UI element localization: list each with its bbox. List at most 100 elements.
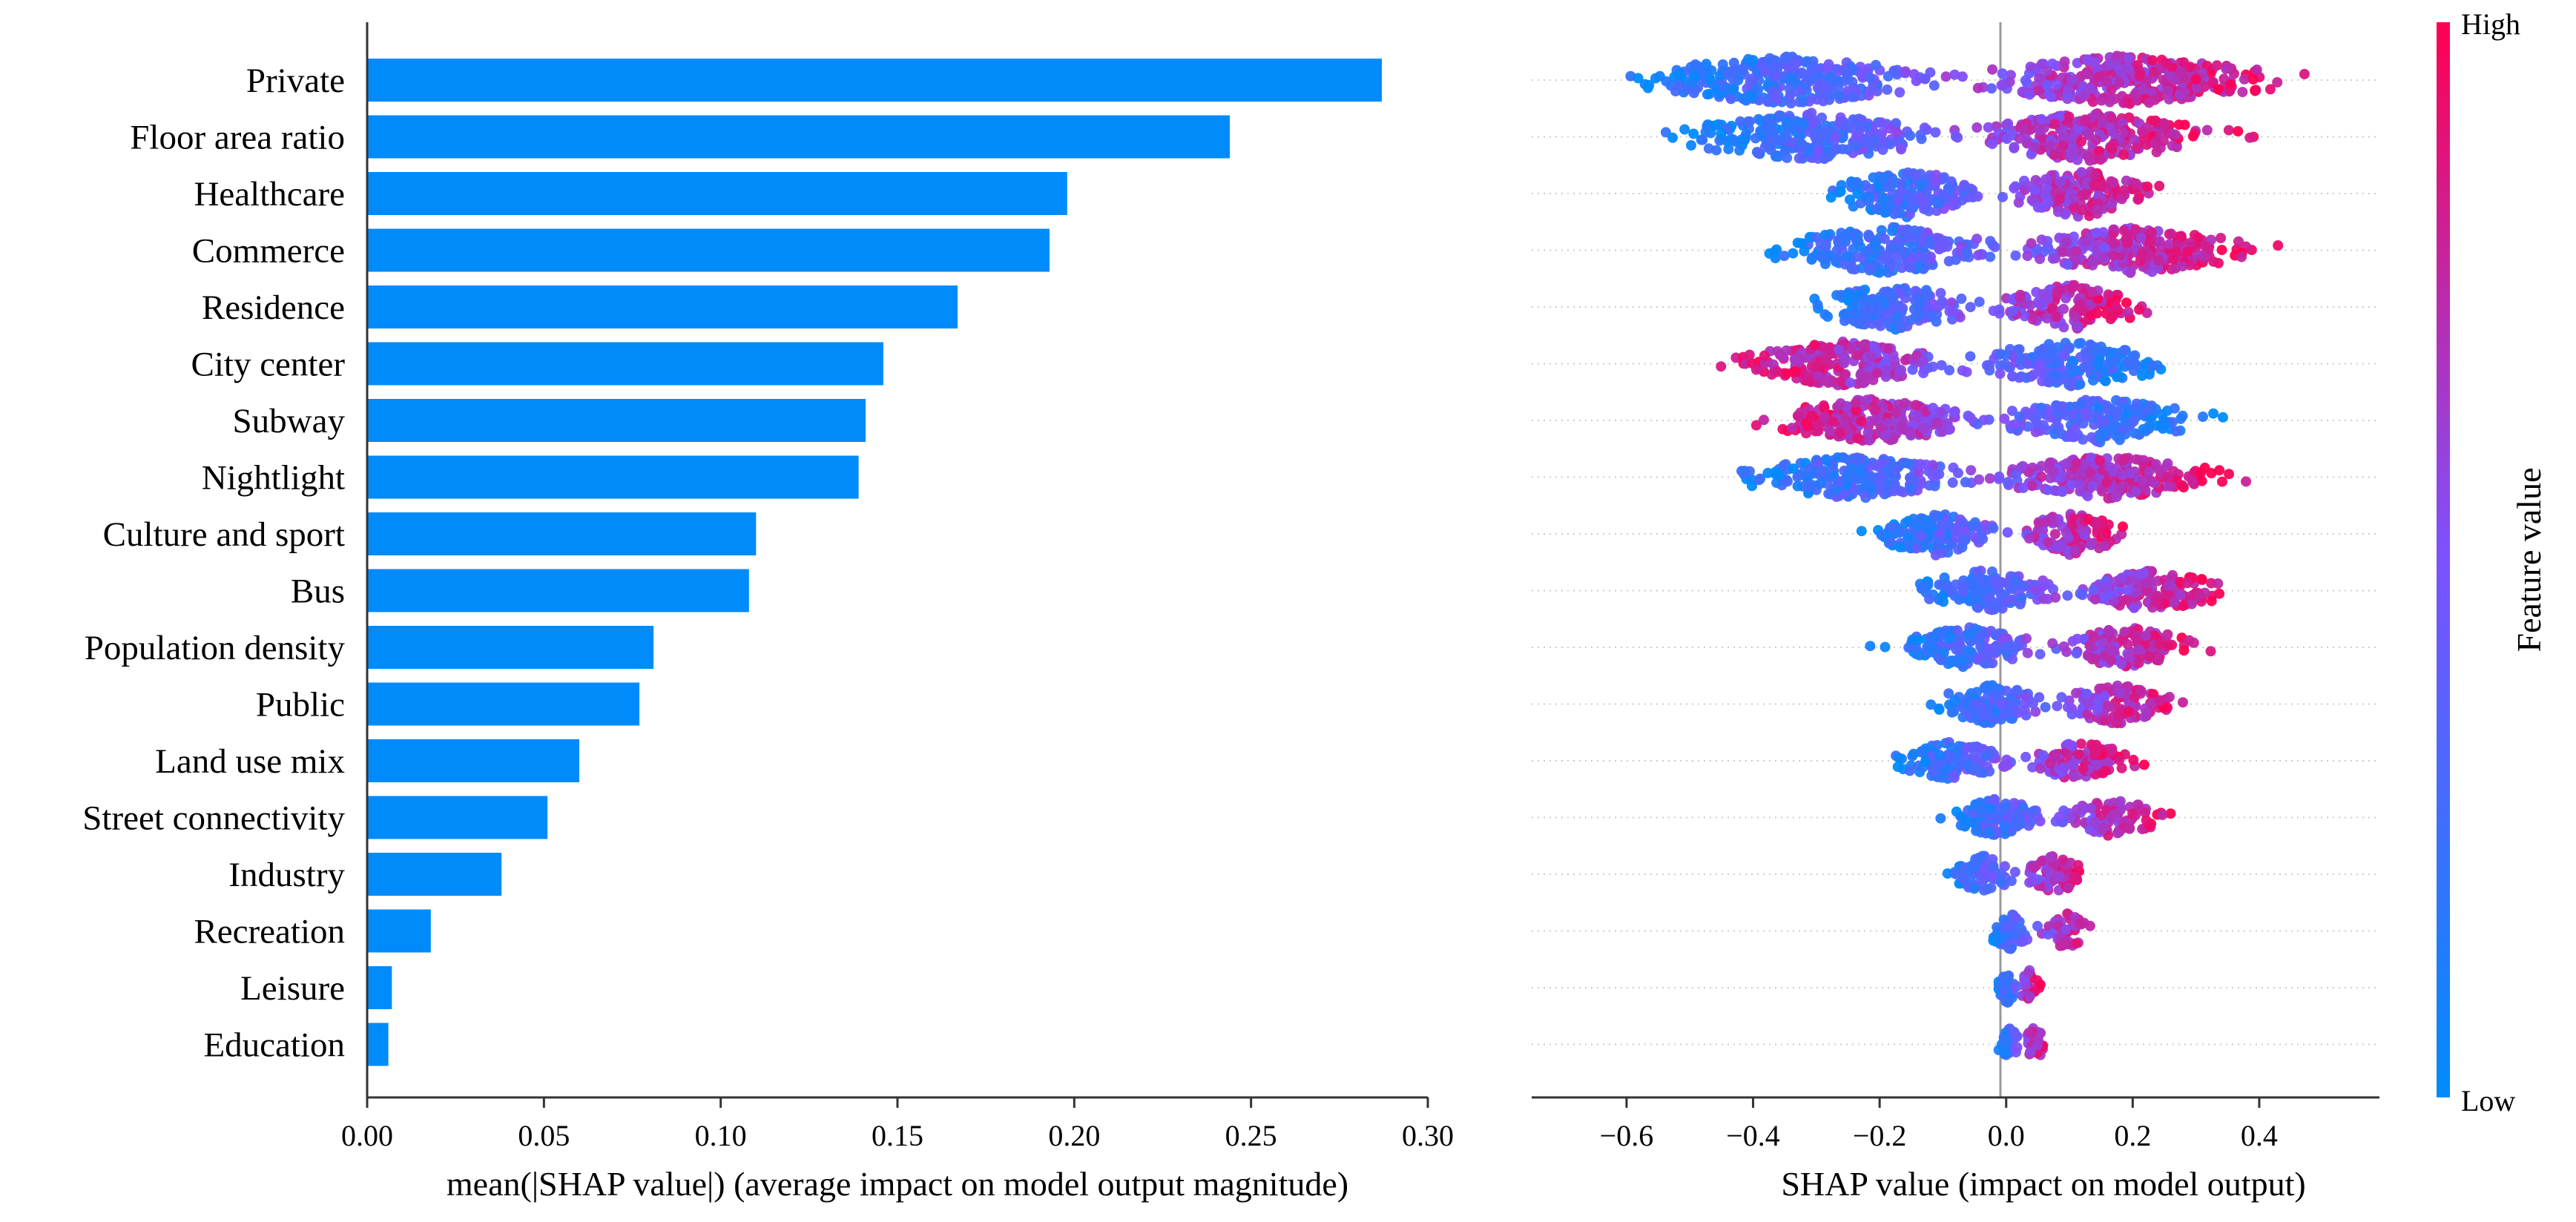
shap-dot	[1993, 473, 2004, 484]
shap-dot	[2124, 706, 2134, 717]
feature-label-private: Private	[246, 62, 345, 100]
shap-dot	[1811, 94, 1822, 105]
shap-dot	[1841, 67, 1852, 79]
shap-dot	[2072, 633, 2083, 644]
shap-dot	[2112, 50, 2123, 62]
shap-dot	[1865, 136, 1877, 148]
shap-dot	[1750, 364, 1762, 375]
shap-dot	[1950, 254, 1961, 265]
shap-dot	[2062, 259, 2073, 270]
shap-dot	[1914, 650, 1925, 661]
shap-dot	[1853, 120, 1864, 131]
shap-dot	[2041, 313, 2052, 324]
shap-dot	[2121, 175, 2132, 186]
shap-dot	[1992, 601, 2003, 612]
shap-dot	[1851, 131, 1862, 142]
shap-dot	[2069, 311, 2081, 322]
shap-dot	[2239, 73, 2250, 85]
shap-dot	[2046, 91, 2057, 102]
shap-dot	[1832, 253, 1843, 264]
shap-dot	[2131, 178, 2142, 189]
shap-dot	[1900, 226, 1910, 237]
shap-dot	[2069, 545, 2080, 556]
shap-dot	[1974, 742, 1984, 753]
shap-dot	[1763, 113, 1774, 125]
shap-dot	[1957, 71, 1968, 82]
shap-dot	[1914, 515, 1926, 526]
shap-dot	[2013, 197, 2024, 208]
shap-dot	[1771, 478, 1782, 489]
shap-dot	[2164, 692, 2175, 702]
shap-dot	[2089, 56, 2101, 67]
shap-dot	[2096, 117, 2107, 128]
shap-dot	[1948, 197, 1959, 208]
shap-dot	[2055, 539, 2066, 550]
shap-dot	[1864, 435, 1875, 446]
shap-dot	[1667, 132, 1678, 143]
shap-dot	[1839, 418, 1850, 429]
shap-dot	[1860, 313, 1871, 324]
shap-dot	[2026, 238, 2037, 249]
shap-dot	[2075, 299, 2086, 310]
shap-dot	[1787, 137, 1798, 148]
shap-dot	[1900, 397, 1911, 409]
shap-dot	[2022, 409, 2033, 420]
shap-dot	[2100, 765, 2111, 776]
shap-dot	[2005, 595, 2016, 606]
shap-dot	[2178, 697, 2188, 708]
shap-dot	[1704, 73, 1715, 84]
shap-dot	[1799, 245, 1810, 257]
feature-label-healthcare: Healthcare	[194, 175, 345, 214]
shap-dot	[2035, 649, 2046, 660]
shap-dot	[2086, 286, 2098, 297]
shap-dot	[2051, 311, 2062, 323]
shap-dot	[2121, 297, 2132, 308]
shap-dot	[2042, 65, 2053, 76]
shap-dot	[2173, 119, 2184, 131]
shap-dot	[1896, 323, 1907, 334]
shap-dot	[1935, 234, 1946, 245]
shap-dot	[1926, 699, 1937, 710]
shap-dot	[2150, 139, 2161, 149]
shap-dot	[2035, 763, 2046, 774]
shap-dot	[1924, 593, 1935, 604]
shap-dot	[1848, 463, 1859, 475]
shap-dot	[2089, 170, 2101, 181]
bar-commerce	[367, 228, 1050, 272]
shap-dot	[2069, 280, 2080, 291]
shap-dot	[1815, 478, 1826, 489]
shap-dot	[2023, 421, 2033, 432]
shap-dot	[2166, 128, 2177, 139]
shap-dot	[2002, 641, 2013, 653]
shap-dot	[1966, 578, 1977, 589]
shap-dot	[2066, 740, 2078, 751]
shap-dot	[2115, 687, 2127, 698]
shap-dot	[2085, 467, 2096, 478]
shap-dot	[1897, 424, 1908, 435]
shap-dot	[1786, 73, 1797, 85]
shap-dot	[1905, 202, 1916, 214]
shap-dot	[2088, 584, 2099, 595]
shap-dot	[1839, 357, 1850, 369]
shap-dot	[1885, 537, 1896, 548]
shap-dot	[2107, 406, 2118, 417]
shap-dot	[1862, 394, 1873, 406]
shap-dot	[2167, 140, 2178, 151]
shap-dot	[2121, 140, 2132, 151]
shap-dot	[2051, 79, 2062, 90]
shap-dot	[1850, 300, 1861, 311]
shap-dot	[1770, 94, 1781, 105]
shap-dot	[1958, 181, 1969, 192]
shap-dot	[1855, 198, 1866, 209]
shap-dot	[2122, 584, 2133, 595]
shap-dot	[1900, 458, 1911, 469]
shap-dot	[1871, 59, 1881, 70]
shap-dot	[1864, 262, 1875, 274]
shap-dot	[1697, 134, 1708, 145]
shap-dot	[1782, 152, 1793, 163]
shap-dot	[2068, 231, 2079, 242]
shap-dot	[1768, 55, 1779, 66]
shap-dot	[1791, 366, 1801, 377]
bar-education	[367, 1023, 389, 1066]
shap-dot	[2049, 119, 2061, 130]
